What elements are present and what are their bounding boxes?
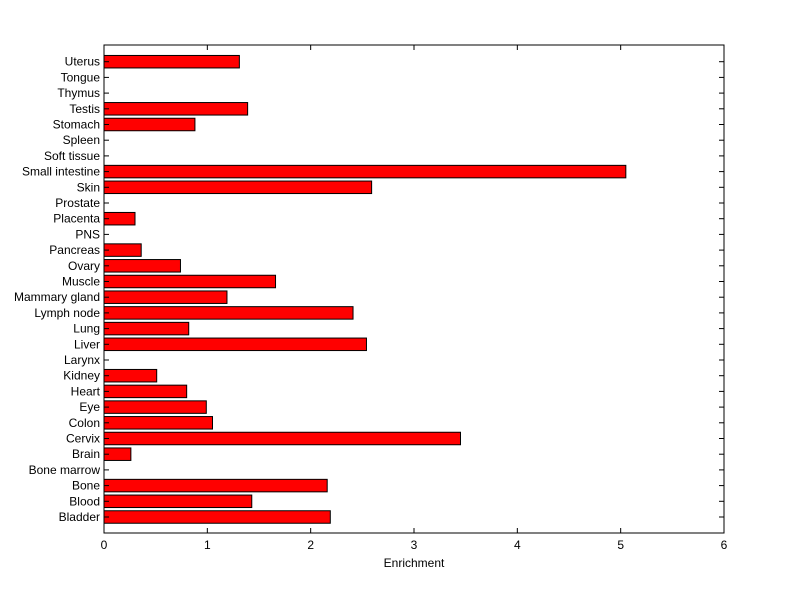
- y-tick-label-uterus: Uterus: [65, 55, 100, 69]
- x-tick-label-4: 4: [514, 538, 521, 552]
- y-tick-label-bladder: Bladder: [59, 510, 100, 524]
- bars: [103, 54, 627, 524]
- y-tick-label-lymph-node: Lymph node: [34, 306, 100, 320]
- x-tick-label-3: 3: [411, 538, 418, 552]
- y-tick-label-pancreas: Pancreas: [49, 243, 100, 257]
- bar-liver: [103, 337, 367, 352]
- bar-kidney: [103, 368, 158, 383]
- y-tick-label-mammary-gland: Mammary gland: [14, 290, 100, 304]
- bar-cervix: [103, 431, 461, 446]
- y-tick-label-brain: Brain: [72, 447, 100, 461]
- bar-mammary-gland: [103, 290, 228, 304]
- bar-lymph-node: [103, 306, 354, 320]
- bar-lung: [103, 321, 190, 336]
- y-tick-label-ovary: Ovary: [68, 259, 100, 273]
- bar-heart: [103, 384, 188, 399]
- bar-bladder: [103, 510, 331, 524]
- bar-small-intestine: [103, 164, 627, 179]
- axis-ticks: [103, 45, 725, 533]
- y-tick-label-liver: Liver: [74, 337, 100, 351]
- bar-muscle: [103, 274, 277, 289]
- bar-eye: [103, 400, 207, 414]
- y-tick-label-bone-marrow: Bone marrow: [29, 463, 101, 477]
- y-tick-label-heart: Heart: [71, 384, 101, 398]
- bar-blood: [103, 494, 253, 509]
- y-tick-label-colon: Colon: [69, 416, 100, 430]
- bar-pancreas: [103, 243, 142, 257]
- y-tick-label-spleen: Spleen: [63, 133, 100, 147]
- y-tick-label-larynx: Larynx: [64, 353, 100, 367]
- bar-uterus: [103, 54, 240, 69]
- y-tick-label-small-intestine: Small intestine: [22, 165, 100, 179]
- y-tick-label-lung: Lung: [73, 322, 100, 336]
- bar-bone: [103, 478, 328, 493]
- x-tick-label-0: 0: [101, 538, 108, 552]
- bar-stomach: [103, 117, 196, 132]
- x-tick-label-6: 6: [721, 538, 728, 552]
- y-tick-label-bone: Bone: [72, 479, 100, 493]
- y-tick-label-soft-tissue: Soft tissue: [44, 149, 100, 163]
- y-tick-label-thymus: Thymus: [57, 86, 100, 100]
- y-tick-label-kidney: Kidney: [63, 369, 100, 383]
- y-tick-label-cervix: Cervix: [66, 432, 100, 446]
- y-tick-label-eye: Eye: [79, 400, 100, 414]
- x-tick-label-2: 2: [307, 538, 314, 552]
- plot-frame: [103, 44, 725, 534]
- y-tick-label-skin: Skin: [77, 180, 100, 194]
- y-tick-label-pns: PNS: [75, 227, 100, 241]
- bar-testis: [103, 102, 249, 116]
- x-tick-label-5: 5: [617, 538, 624, 552]
- y-tick-label-tongue: Tongue: [61, 70, 101, 84]
- y-tick-label-testis: Testis: [69, 102, 100, 116]
- y-tick-label-stomach: Stomach: [53, 118, 100, 132]
- x-tick-label-1: 1: [204, 538, 211, 552]
- bar-skin: [103, 180, 373, 195]
- bar-colon: [103, 416, 213, 430]
- x-axis-label: Enrichment: [384, 556, 445, 570]
- y-tick-label-placenta: Placenta: [53, 212, 100, 226]
- y-tick-label-prostate: Prostate: [55, 196, 100, 210]
- y-tick-label-muscle: Muscle: [62, 275, 100, 289]
- bar-ovary: [103, 259, 181, 273]
- y-tick-label-blood: Blood: [69, 494, 100, 508]
